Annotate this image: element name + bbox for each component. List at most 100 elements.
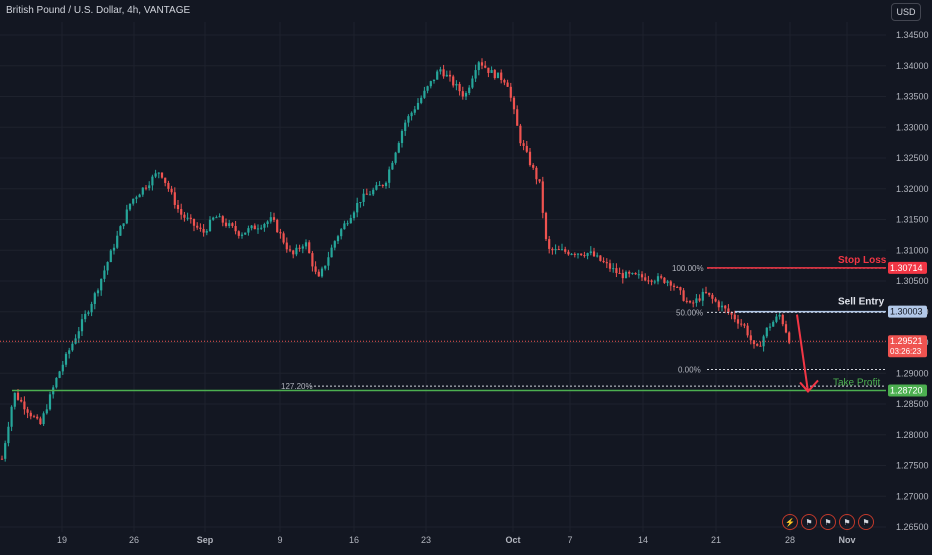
candle-body <box>455 83 458 86</box>
candle-body <box>112 247 116 251</box>
candle-body <box>583 255 586 257</box>
candle-body <box>471 78 474 88</box>
candle-body <box>519 125 522 144</box>
candle-body <box>788 332 791 343</box>
candle-body <box>496 72 500 79</box>
flag-icon: ⚑ <box>820 514 836 530</box>
candle-body <box>404 122 407 131</box>
candle-body <box>77 331 80 339</box>
candle-body <box>733 314 736 320</box>
time-tick-label: 7 <box>567 535 572 545</box>
candle-body <box>324 265 327 269</box>
candle-body <box>484 65 487 68</box>
candle-body <box>55 377 58 388</box>
candle-body <box>183 214 186 218</box>
candle-body <box>218 216 221 218</box>
candle-body <box>349 218 352 224</box>
candle-body <box>61 364 64 372</box>
candle-body <box>612 268 615 270</box>
price-tick-label: 1.30500 <box>896 276 929 286</box>
candle-body <box>224 222 228 226</box>
candle-body <box>173 192 176 205</box>
time-tick-label: 19 <box>57 535 67 545</box>
candle-body <box>154 173 157 177</box>
candle-body <box>109 250 112 263</box>
candle-body <box>320 268 324 277</box>
candle-body <box>740 323 743 325</box>
candle-body <box>541 181 544 213</box>
candle-body <box>749 335 752 341</box>
candle-body <box>68 350 71 354</box>
candle-body <box>490 70 493 73</box>
candle-body <box>138 194 141 198</box>
candle-body <box>762 336 765 347</box>
candle-body <box>685 300 688 302</box>
candle-body <box>48 394 52 410</box>
candle-body <box>756 344 759 346</box>
candle-body <box>0 458 4 460</box>
candles <box>0 58 791 462</box>
candle-body <box>148 185 151 189</box>
candle-body <box>640 274 644 278</box>
candle-body <box>602 260 605 263</box>
candle-body <box>458 83 461 92</box>
candle-body <box>189 217 192 219</box>
candle-body <box>122 223 125 227</box>
candle-body <box>420 97 423 103</box>
candle-body <box>237 231 240 236</box>
price-tick-label: 1.27000 <box>896 491 929 501</box>
candle-body <box>480 62 484 66</box>
candle-body <box>743 324 746 326</box>
candle-body <box>391 162 394 170</box>
candle-body <box>554 249 557 251</box>
candle-body <box>768 326 772 328</box>
candle-body <box>314 266 317 272</box>
currency-button[interactable]: USD <box>891 3 921 21</box>
price-tick-label: 1.34500 <box>896 30 929 40</box>
candle-body <box>295 247 298 255</box>
candle-body <box>666 281 669 283</box>
candle-body <box>42 413 45 425</box>
candle-body <box>381 184 384 186</box>
candle-body <box>141 187 144 195</box>
candle-body <box>333 241 336 248</box>
candle-body <box>506 82 509 87</box>
candle-body <box>413 109 416 113</box>
candle-body <box>724 305 727 309</box>
candle-body <box>128 203 132 210</box>
candle-body <box>608 263 612 269</box>
sell-entry-label: Sell Entry <box>838 297 885 308</box>
candle-body <box>708 292 711 295</box>
candle-body <box>340 229 343 237</box>
candle-body <box>503 79 506 83</box>
time-tick-label: 26 <box>129 535 139 545</box>
candle-body <box>576 253 580 255</box>
candle-body <box>493 70 496 79</box>
candle-body <box>560 249 564 251</box>
candle-body <box>631 273 634 275</box>
time-tick-label: 9 <box>277 535 282 545</box>
candle-body <box>564 249 567 252</box>
candle-body <box>272 217 276 220</box>
candle-body <box>378 184 381 186</box>
candle-body <box>228 223 231 226</box>
candle-body <box>253 225 256 230</box>
candle-body <box>439 69 442 72</box>
candle-body <box>775 316 778 322</box>
candle-body <box>212 217 215 220</box>
price-tick-label: 1.32500 <box>896 153 929 163</box>
candle-body <box>416 102 420 110</box>
candle-body <box>304 242 308 247</box>
candle-body <box>423 90 426 98</box>
time-axis[interactable]: 19 26 Sep 9 16 23 Oct 7 14 21 28 Nov <box>57 535 856 545</box>
current-price: 1.29521 <box>890 336 923 346</box>
candle-body <box>125 209 128 224</box>
candle-body <box>698 298 701 301</box>
candle-body <box>516 109 519 126</box>
candle-body <box>192 218 196 226</box>
price-axis[interactable]: 1.34500 1.34000 1.33500 1.33000 1.32500 1.320… <box>888 30 929 532</box>
candle-body <box>701 291 704 301</box>
